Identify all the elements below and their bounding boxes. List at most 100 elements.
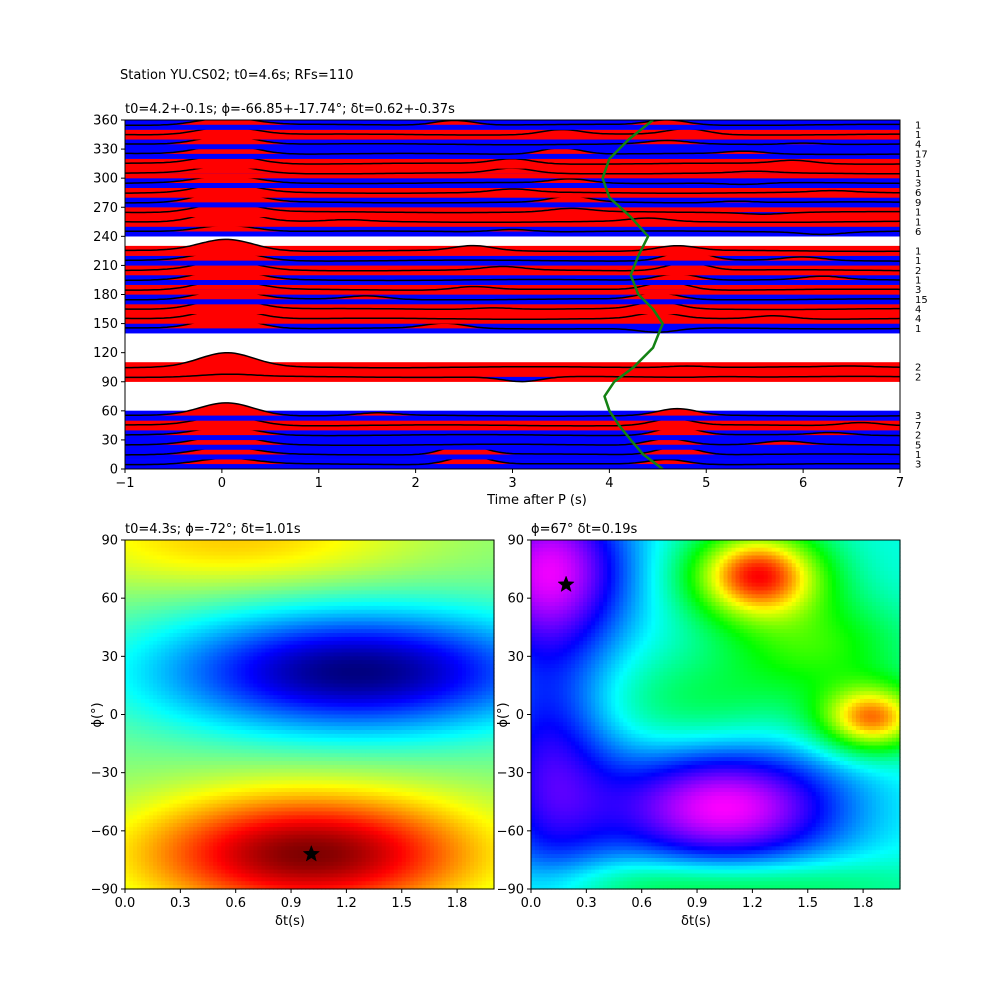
heatmap-cell [334, 567, 339, 571]
heatmap-cell [486, 695, 491, 699]
heatmap-cell [253, 641, 258, 645]
heatmap-cell [310, 552, 315, 556]
heatmap-cell [249, 680, 254, 684]
heatmap-cell [185, 645, 190, 649]
heatmap-cell [253, 618, 258, 622]
heatmap-cell [354, 641, 359, 645]
heatmap-cell [165, 683, 170, 687]
heatmap-cell [293, 680, 298, 684]
heatmap-cell [366, 676, 371, 680]
heatmap-cell [374, 680, 379, 684]
heatmap-cell [217, 598, 222, 602]
heatmap-cell [342, 637, 347, 641]
heatmap-cell [350, 594, 355, 598]
heatmap-cell [374, 625, 379, 629]
heatmap-cell [450, 590, 455, 594]
heatmap-cell [310, 571, 315, 575]
heatmap-cell [470, 594, 475, 598]
heatmap-cell [434, 683, 439, 687]
heatmap-cell [305, 548, 310, 552]
heatmap-cell [261, 571, 266, 575]
heatmap-cell [318, 699, 323, 703]
heatmap-cell [462, 676, 467, 680]
heatmap-cell [305, 722, 310, 726]
heatmap-cell [137, 695, 142, 699]
heatmap-cell [486, 680, 491, 684]
heatmap-cell [426, 711, 431, 715]
heatmap-cell [157, 614, 162, 618]
heatmap-cell [342, 544, 347, 548]
heatmap-cell [293, 730, 298, 734]
heatmap-cell [454, 556, 459, 560]
heatmap-cell [370, 559, 375, 563]
heatmap-cell [342, 563, 347, 567]
heatmap-cell [165, 598, 170, 602]
heatmap-cell [442, 660, 447, 664]
heatmap-cell [402, 707, 407, 711]
heatmap-cell [293, 552, 298, 556]
heatmap-cell [257, 676, 262, 680]
heatmap-cell [470, 575, 475, 579]
heatmap-cell [398, 703, 403, 707]
heatmap-cell [209, 652, 214, 656]
heatmap-cell [185, 664, 190, 668]
heatmap-cell [229, 606, 234, 610]
heatmap-cell [149, 579, 154, 583]
heatmap-cell [157, 649, 162, 653]
heatmap-cell [470, 544, 475, 548]
heatmap-cell [310, 645, 315, 649]
heatmap-cell [149, 614, 154, 618]
heatmap-cell [394, 540, 399, 544]
heatmap-cell [330, 645, 335, 649]
heatmap-cell [173, 676, 178, 680]
heatmap-cell [249, 548, 254, 552]
heatmap-cell [169, 660, 174, 664]
heatmap-cell [137, 668, 142, 672]
heatmap-cell [277, 621, 282, 625]
heatmap-cell [394, 672, 399, 676]
heatmap-cell [273, 556, 278, 560]
heatmap-cell [277, 645, 282, 649]
heatmap-cell [346, 715, 351, 719]
heatmap-cell [281, 695, 286, 699]
heatmap-cell [157, 730, 162, 734]
heatmap-cell [398, 691, 403, 695]
heatmap-cell [289, 583, 294, 587]
heatmap-cell [470, 660, 475, 664]
heatmap-cell [402, 598, 407, 602]
heatmap-cell [161, 699, 166, 703]
heatmap-cell [277, 614, 282, 618]
heatmap-cell [233, 618, 238, 622]
heatmap-cell [382, 645, 387, 649]
heatmap-cell [141, 559, 146, 563]
heatmap-cell [386, 664, 391, 668]
heatmap-cell [478, 587, 483, 591]
heatmap-cell [221, 695, 226, 699]
heatmap-cell [450, 618, 455, 622]
heatmap-cell [161, 621, 166, 625]
heatmap-cell [314, 656, 319, 660]
heatmap-cell [338, 540, 343, 544]
heatmap-cell [305, 575, 310, 579]
heatmap-cell [486, 590, 491, 594]
heatmap-cell [442, 590, 447, 594]
heatmap-cell [382, 606, 387, 610]
heatmap-cell [338, 575, 343, 579]
heatmap-cell [181, 610, 186, 614]
heatmap-cell [177, 676, 182, 680]
heatmap-cell [426, 544, 431, 548]
heatmap-cell [438, 707, 443, 711]
heatmap-cell [189, 579, 194, 583]
heatmap-cell [253, 687, 258, 691]
heatmap-cell [354, 544, 359, 548]
heatmap-cell [221, 598, 226, 602]
heatmap-cell [277, 575, 282, 579]
heatmap-cell [165, 618, 170, 622]
heatmap-cell [350, 587, 355, 591]
heatmap-cell [293, 594, 298, 598]
heatmap-cell [410, 610, 415, 614]
heatmap-cell [297, 598, 302, 602]
heatmap-cell [185, 567, 190, 571]
heatmap-cell [486, 575, 491, 579]
heatmap-cell [390, 594, 395, 598]
